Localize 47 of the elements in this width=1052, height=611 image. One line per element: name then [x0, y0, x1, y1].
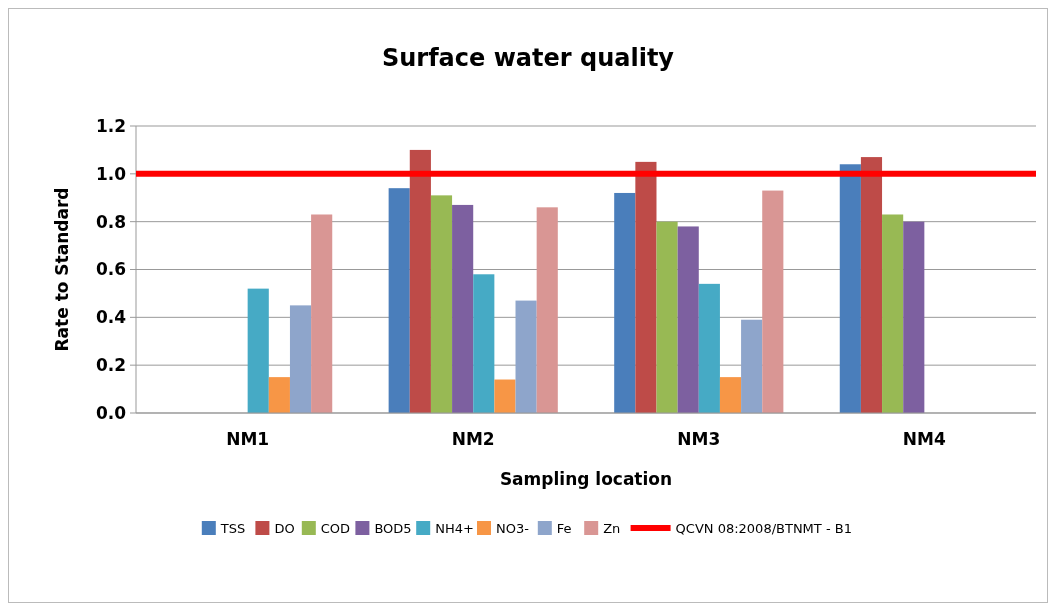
bar: [656, 221, 678, 413]
bar: [452, 204, 474, 413]
bar: [311, 214, 333, 413]
x-tick-label: NM2: [451, 429, 495, 449]
bar: [614, 192, 636, 413]
y-tick-label: 0.2: [95, 355, 126, 376]
legend-label: QCVN 08:2008/BTNMT - B1: [675, 520, 852, 536]
legend-label: Zn: [603, 520, 621, 536]
y-tick-label: 0.6: [95, 259, 126, 280]
y-tick-label: 0.0: [95, 402, 127, 423]
legend-label: Fe: [556, 520, 572, 536]
legend-label: COD: [320, 520, 351, 536]
bar: [698, 283, 720, 413]
bar: [860, 157, 883, 413]
bar: [494, 379, 516, 413]
y-axis-title: Rate to Standard: [52, 187, 72, 352]
bar: [762, 190, 784, 413]
x-tick-label: NM4: [902, 429, 946, 449]
legend-label: DO: [274, 520, 295, 536]
chart-title: Surface water quality: [381, 44, 675, 72]
bar: [268, 377, 290, 413]
bar: [409, 149, 431, 413]
bar: [635, 161, 657, 413]
bar: [741, 319, 763, 413]
legend-label: BOD5: [374, 520, 412, 536]
bar: [388, 188, 410, 413]
legend-label: NH4+: [435, 520, 474, 536]
x-tick-label: NM3: [677, 429, 721, 449]
legend-label: NO3-: [496, 520, 530, 536]
x-tick-label: NM1: [226, 429, 270, 449]
bar: [882, 214, 904, 413]
bar: [515, 300, 537, 413]
y-tick-label: 0.8: [95, 211, 126, 232]
bar: [247, 288, 269, 413]
bar: [289, 305, 312, 413]
y-tick-label: 1.0: [95, 163, 127, 184]
bar: [677, 226, 699, 413]
legend-label: TSS: [219, 520, 246, 536]
x-axis-title: Sampling location: [499, 469, 673, 489]
bar: [430, 195, 453, 413]
y-tick-label: 0.4: [95, 307, 127, 328]
bar: [536, 207, 558, 413]
bar: [903, 221, 925, 413]
bar: [839, 164, 861, 413]
y-tick-label: 1.2: [95, 115, 126, 136]
bar: [473, 274, 495, 413]
bar: [719, 377, 742, 413]
